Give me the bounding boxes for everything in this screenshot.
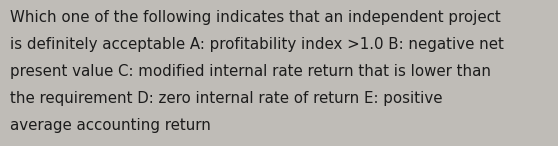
Text: average accounting return: average accounting return (10, 118, 211, 133)
Text: Which one of the following indicates that an independent project: Which one of the following indicates tha… (10, 10, 501, 25)
Text: the requirement D: zero internal rate of return E: positive: the requirement D: zero internal rate of… (10, 91, 442, 106)
Text: present value C: modified internal rate return that is lower than: present value C: modified internal rate … (10, 64, 491, 79)
Text: is definitely acceptable A: profitability index >1.0 B: negative net: is definitely acceptable A: profitabilit… (10, 37, 504, 52)
